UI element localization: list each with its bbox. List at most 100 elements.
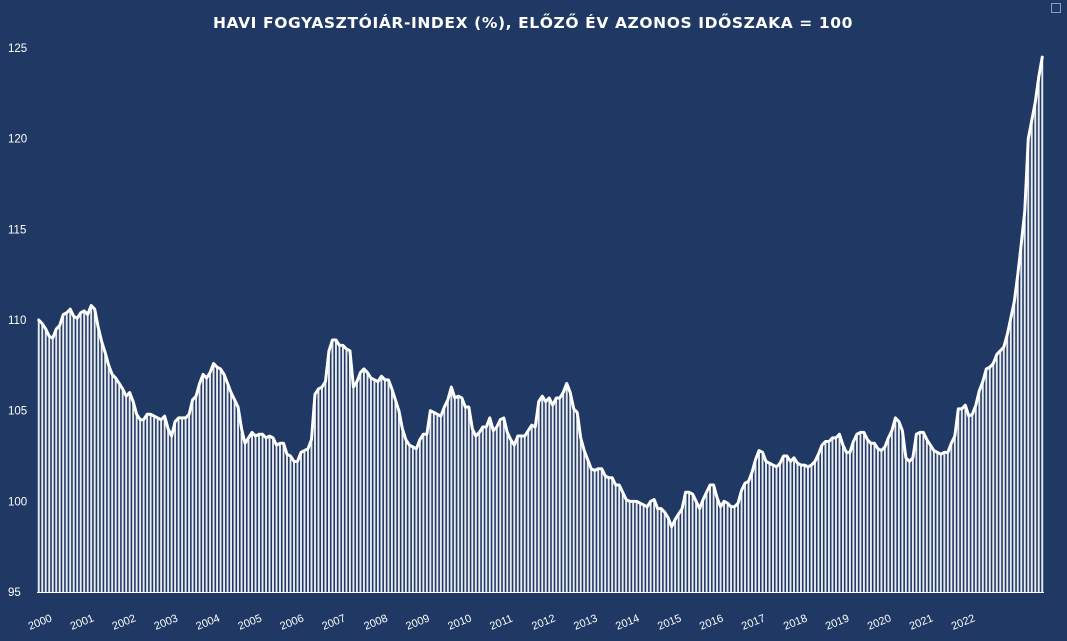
x-tick-label: 2021	[908, 612, 935, 632]
data-bar	[527, 430, 530, 592]
data-bar	[520, 436, 523, 592]
data-bar	[422, 434, 425, 592]
data-bar	[324, 381, 327, 592]
data-bar	[209, 372, 212, 592]
data-bar	[880, 450, 883, 592]
x-tick-label: 2007	[320, 612, 347, 632]
data-bar	[978, 390, 981, 592]
data-bar	[548, 397, 551, 592]
data-bar	[1016, 274, 1019, 592]
data-bar	[677, 514, 680, 592]
data-bar	[730, 506, 733, 592]
data-bar	[205, 378, 208, 592]
data-bar	[282, 443, 285, 592]
data-bar	[366, 372, 369, 592]
data-bar	[758, 450, 760, 592]
data-bar	[618, 485, 621, 592]
data-bar	[1037, 77, 1040, 592]
data-bar	[184, 417, 187, 592]
data-bar	[583, 450, 586, 592]
data-bar	[265, 437, 267, 592]
data-bar	[565, 383, 568, 592]
data-bar	[1027, 138, 1030, 593]
data-bar	[415, 448, 418, 592]
data-bar	[922, 432, 925, 592]
bar-series	[37, 57, 1044, 593]
x-tick-label: 2004	[194, 612, 221, 632]
data-bar	[779, 463, 781, 592]
data-bar	[590, 468, 593, 592]
data-bar	[642, 504, 645, 592]
data-bar	[383, 379, 386, 592]
x-tick-label: 2013	[572, 612, 599, 632]
data-bar	[600, 468, 603, 592]
chart-title: HAVI FOGYASZTÓIÁR-INDEX (%), ELŐZŐ ÉV AZ…	[213, 12, 853, 32]
data-bar	[894, 417, 897, 592]
data-bar	[167, 428, 170, 592]
x-tick-label: 2010	[446, 612, 473, 632]
data-bar	[345, 349, 348, 592]
data-bar	[929, 445, 932, 592]
data-bar	[796, 463, 799, 592]
data-bar	[569, 392, 572, 592]
data-bar	[142, 419, 145, 592]
data-bar	[247, 437, 250, 592]
data-bar	[254, 436, 257, 592]
data-bar	[163, 416, 166, 592]
y-tick-label: 125	[8, 43, 27, 55]
data-bar	[55, 329, 58, 592]
data-bar	[632, 501, 635, 592]
data-bar	[48, 336, 51, 592]
data-bar	[964, 405, 967, 592]
data-bar	[681, 508, 684, 592]
data-bar	[223, 374, 226, 592]
data-bar	[293, 461, 295, 592]
data-bar	[83, 310, 86, 592]
data-bar	[506, 432, 509, 592]
data-bar	[488, 417, 491, 592]
data-bar	[1013, 301, 1016, 592]
data-bar	[744, 483, 747, 592]
data-bar	[992, 363, 995, 592]
data-bar	[551, 405, 554, 592]
data-bar	[296, 461, 299, 592]
data-bar	[79, 312, 82, 592]
data-bar	[705, 492, 708, 592]
y-tick-label: 105	[8, 406, 27, 418]
data-bar	[859, 432, 862, 592]
data-bar	[709, 485, 712, 592]
data-bar	[275, 445, 278, 592]
data-bar	[404, 439, 407, 592]
data-bar	[789, 461, 792, 592]
data-bar	[328, 350, 330, 592]
data-bar	[838, 434, 841, 592]
x-tick-label: 2008	[362, 612, 389, 632]
data-bar	[674, 519, 677, 592]
data-bar	[719, 506, 722, 592]
data-bar	[628, 501, 631, 592]
data-bar	[932, 450, 935, 592]
data-bar	[901, 430, 904, 592]
data-bar	[911, 457, 914, 592]
data-bar	[303, 450, 306, 592]
data-bar	[202, 374, 205, 592]
data-bar	[1002, 347, 1005, 592]
x-tick-label: 2009	[404, 612, 431, 632]
data-bar	[712, 485, 715, 592]
data-bar	[212, 363, 215, 592]
x-tick-label: 2003	[153, 612, 180, 632]
data-bar	[904, 457, 907, 592]
y-tick-label: 100	[8, 496, 27, 508]
data-bar	[237, 407, 240, 592]
data-bar	[244, 443, 246, 592]
data-bar	[1020, 243, 1023, 592]
data-bar	[118, 383, 121, 592]
data-bar	[397, 410, 400, 592]
x-tick-label: 2019	[824, 612, 851, 632]
data-bar	[824, 441, 827, 592]
data-bar	[667, 517, 670, 592]
data-bar	[272, 437, 274, 592]
data-bar	[873, 443, 876, 592]
data-bar	[121, 388, 124, 592]
